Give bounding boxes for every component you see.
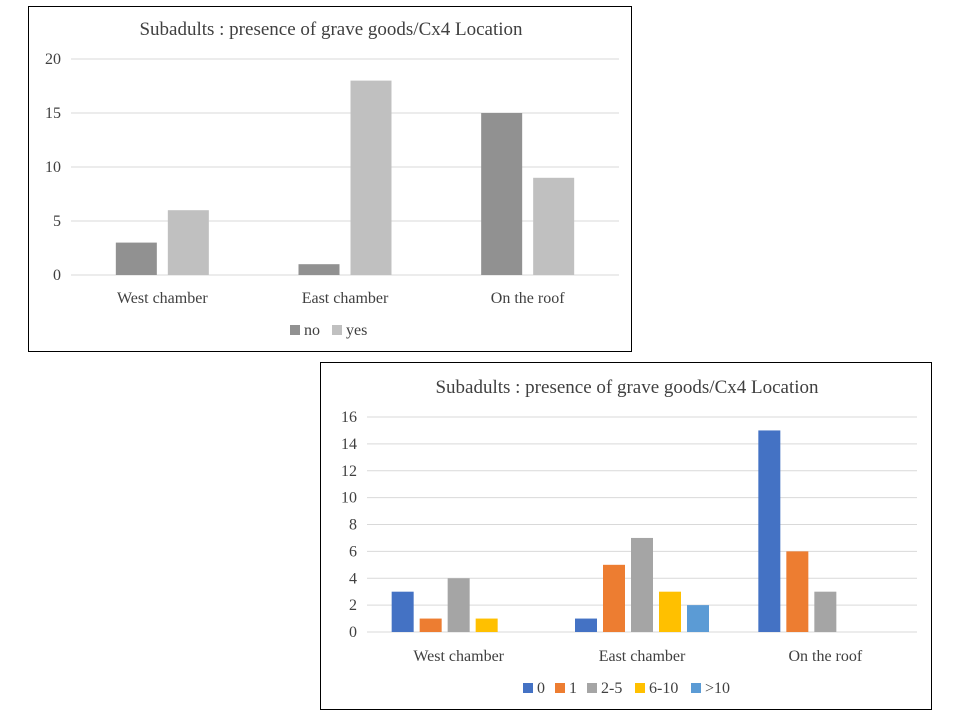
category-label: West chamber xyxy=(413,648,504,665)
bar-0-1 xyxy=(391,591,414,632)
legend-label: no xyxy=(304,322,320,339)
bar-0-3 xyxy=(758,430,781,632)
y-tick-label: 0 xyxy=(349,624,357,641)
y-tick-label: 20 xyxy=(45,51,61,68)
bar-1-3 xyxy=(786,551,809,632)
y-tick-label: 16 xyxy=(341,409,357,426)
bar-no-3 xyxy=(481,113,523,275)
legend-swatch xyxy=(555,683,565,693)
legend-swatch xyxy=(691,683,701,693)
y-tick-label: 10 xyxy=(341,490,357,507)
bar-yes-1 xyxy=(167,210,209,275)
y-tick-label: 4 xyxy=(349,570,357,587)
bar-2-5-3 xyxy=(814,591,837,632)
bar-yes-3 xyxy=(533,177,575,275)
bar-0-2 xyxy=(575,618,597,632)
bar-6-10-2 xyxy=(659,591,681,632)
y-tick-label: 8 xyxy=(349,517,357,534)
bar-2-5-2 xyxy=(631,537,653,632)
y-tick-label: 6 xyxy=(349,543,357,560)
legend-swatch xyxy=(332,325,342,335)
legend-label: 0 xyxy=(537,680,545,697)
chart-title: Subadults : presence of grave goods/Cx4 … xyxy=(139,19,523,40)
chart-grave-goods-presence: Subadults : presence of grave goods/Cx4 … xyxy=(28,6,632,352)
y-tick-label: 15 xyxy=(45,105,61,122)
bar-no-2 xyxy=(298,264,340,275)
bar-yes-2 xyxy=(350,80,392,275)
category-label: On the roof xyxy=(491,290,565,307)
y-tick-label: 2 xyxy=(349,597,357,614)
legend-label: 2-5 xyxy=(601,680,622,697)
bar-6-10-1 xyxy=(475,618,498,632)
chart-grave-goods-count: Subadults : presence of grave goods/Cx4 … xyxy=(320,362,932,710)
legend-label: 6-10 xyxy=(649,680,678,697)
y-tick-label: 12 xyxy=(341,463,357,480)
legend-swatch xyxy=(587,683,597,693)
y-tick-label: 0 xyxy=(53,267,61,284)
legend-label: >10 xyxy=(705,680,730,697)
bar-no-1 xyxy=(115,242,157,275)
y-tick-label: 14 xyxy=(341,436,357,453)
category-label: East chamber xyxy=(302,290,389,307)
y-tick-label: 10 xyxy=(45,159,61,176)
bar->10-2 xyxy=(687,605,709,632)
category-label: On the roof xyxy=(788,648,862,665)
legend-swatch xyxy=(635,683,645,693)
bar-2-5-1 xyxy=(447,578,470,632)
bar-1-2 xyxy=(603,564,625,632)
legend-label: yes xyxy=(346,322,367,339)
chart-svg: Subadults : presence of grave goods/Cx4 … xyxy=(341,377,917,697)
chart-svg: Subadults : presence of grave goods/Cx4 … xyxy=(45,19,619,339)
y-tick-label: 5 xyxy=(53,213,61,230)
legend-label: 1 xyxy=(569,680,577,697)
bar-1-1 xyxy=(419,618,442,632)
legend-swatch xyxy=(523,683,533,693)
category-label: West chamber xyxy=(117,290,208,307)
category-label: East chamber xyxy=(599,648,686,665)
chart-title: Subadults : presence of grave goods/Cx4 … xyxy=(435,377,819,398)
legend-swatch xyxy=(290,325,300,335)
